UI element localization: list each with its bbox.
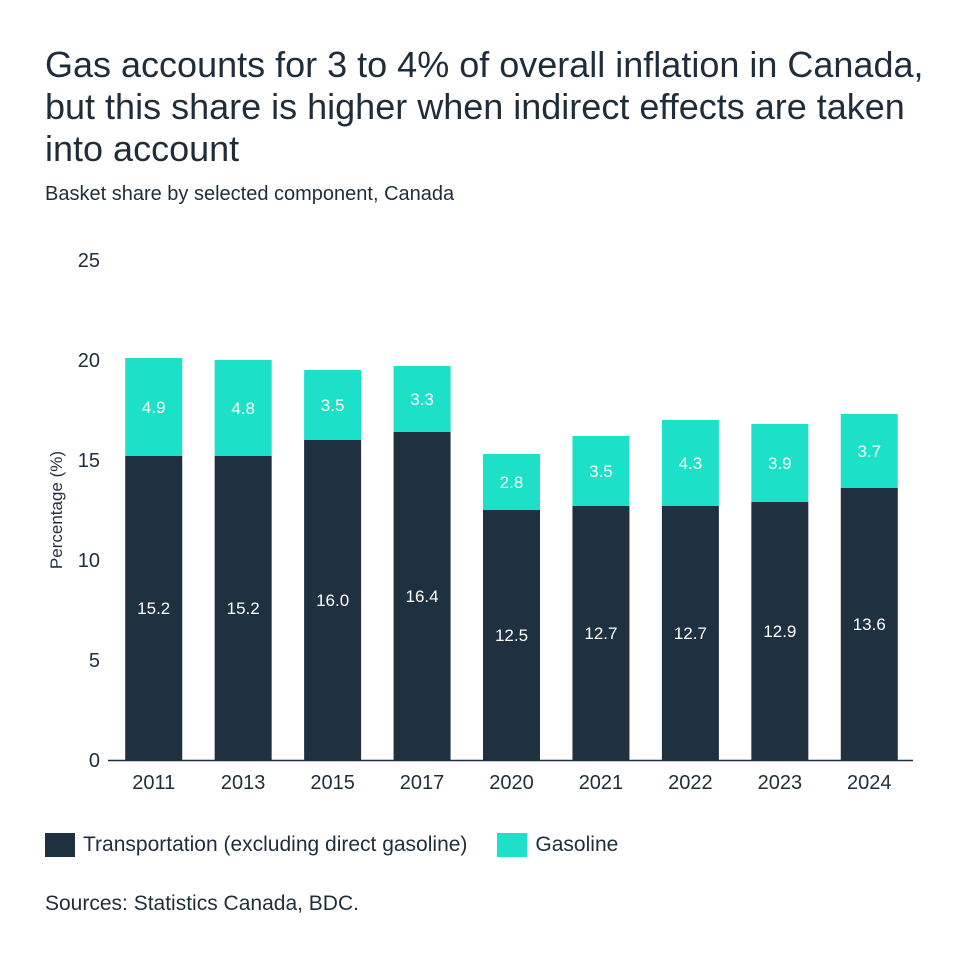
data-label-transportation: 16.0 xyxy=(316,591,349,610)
x-tick-label: 2013 xyxy=(221,772,266,794)
bar-transportation xyxy=(840,488,898,760)
bar-transportation xyxy=(661,506,719,760)
bar-transportation xyxy=(393,432,451,760)
bar-gasoline xyxy=(661,420,719,506)
x-tick-label: 2020 xyxy=(489,772,534,794)
data-label-gasoline: 4.8 xyxy=(231,399,255,418)
bar-transportation xyxy=(304,440,362,760)
data-label-transportation: 13.6 xyxy=(853,615,886,634)
bar-gasoline xyxy=(304,370,362,440)
data-label-transportation: 16.4 xyxy=(406,587,439,606)
bar-gasoline xyxy=(751,424,809,502)
x-tick-label: 2021 xyxy=(579,772,624,794)
data-label-transportation: 15.2 xyxy=(227,599,260,618)
bar-transportation xyxy=(572,506,630,760)
legend-swatch-gasoline xyxy=(497,833,528,857)
y-tick-label: 0 xyxy=(89,750,100,772)
x-tick-label: 2015 xyxy=(310,772,355,794)
bar-transportation xyxy=(483,510,540,760)
bar-transportation xyxy=(214,456,272,760)
data-label-transportation: 12.7 xyxy=(584,624,617,643)
source-note: Sources: Statistics Canada, BDC. xyxy=(45,892,359,915)
x-tick-label: 2024 xyxy=(847,772,892,794)
bar-transportation xyxy=(125,456,183,760)
data-label-gasoline: 3.3 xyxy=(410,390,434,409)
data-label-gasoline: 2.8 xyxy=(500,473,524,492)
data-label-transportation: 12.5 xyxy=(495,626,528,645)
y-tick-label: 15 xyxy=(78,450,100,472)
bar-gasoline xyxy=(214,360,272,456)
legend-label-gasoline: Gasoline xyxy=(535,833,619,856)
x-tick-label: 2017 xyxy=(400,772,445,794)
chart-title: Gas accounts for 3 to 4% of overall infl… xyxy=(45,44,924,169)
data-label-transportation: 12.9 xyxy=(763,622,796,641)
x-tick-label: 2022 xyxy=(668,772,713,794)
y-tick-label: 5 xyxy=(89,650,100,672)
chart-subtitle: Basket share by selected component, Cana… xyxy=(45,183,455,205)
y-axis-label: Percentage (%) xyxy=(47,451,66,569)
data-label-gasoline: 4.3 xyxy=(679,454,703,473)
x-tick-label: 2023 xyxy=(758,772,803,794)
bar-gasoline xyxy=(572,436,630,506)
bar-gasoline xyxy=(840,414,898,488)
legend-label-transportation: Transportation (excluding direct gasolin… xyxy=(83,833,468,856)
stacked-bar-chart: Percentage (%) 0 5 10 15 20 25 15.2 4.9 15.2 4.8… xyxy=(47,250,913,794)
bar-gasoline xyxy=(393,366,451,432)
data-label-gasoline: 4.9 xyxy=(142,398,166,417)
legend-item-gasoline: Gasoline xyxy=(497,833,618,857)
legend-swatch-transportation xyxy=(45,833,75,857)
x-tick-label: 2011 xyxy=(132,772,175,794)
data-label-gasoline: 3.7 xyxy=(857,442,881,461)
y-tick-label: 10 xyxy=(78,550,100,572)
bar-gasoline xyxy=(483,454,540,510)
data-label-transportation: 12.7 xyxy=(674,624,707,643)
data-label-gasoline: 3.5 xyxy=(589,462,613,481)
y-tick-label: 20 xyxy=(78,350,100,372)
data-label-gasoline: 3.5 xyxy=(321,396,345,415)
legend-item-transportation: Transportation (excluding direct gasolin… xyxy=(45,833,467,857)
bar-gasoline xyxy=(125,358,183,456)
data-label-transportation: 15.2 xyxy=(137,599,170,618)
legend: Transportation (excluding direct gasolin… xyxy=(45,833,648,857)
data-label-gasoline: 3.9 xyxy=(768,454,792,473)
y-tick-label: 25 xyxy=(78,250,100,272)
bar-transportation xyxy=(751,502,809,760)
